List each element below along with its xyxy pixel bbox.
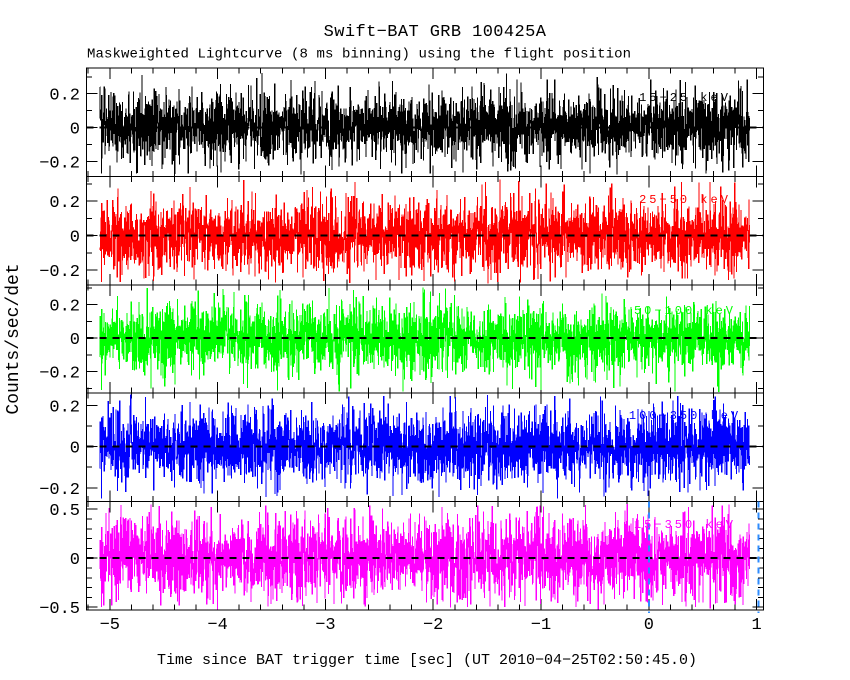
svg-text:0.2: 0.2 <box>49 298 80 317</box>
svg-text:−1: −1 <box>531 616 551 635</box>
svg-text:50−100 keV: 50−100 keV <box>634 304 736 318</box>
svg-text:−0.2: −0.2 <box>39 263 80 282</box>
svg-text:−0.2: −0.2 <box>39 365 80 384</box>
svg-text:−0.2: −0.2 <box>39 154 80 173</box>
svg-text:0: 0 <box>70 551 80 570</box>
svg-text:Time since BAT trigger time [s: Time since BAT trigger time [sec] (UT 20… <box>157 652 697 669</box>
svg-text:−3: −3 <box>315 616 335 635</box>
svg-text:0.2: 0.2 <box>49 194 80 213</box>
svg-text:0: 0 <box>70 229 80 248</box>
svg-text:0.2: 0.2 <box>49 87 80 106</box>
svg-text:0.2: 0.2 <box>49 398 80 417</box>
svg-text:0: 0 <box>70 121 80 140</box>
svg-text:15−25 keV: 15−25 keV <box>639 91 731 105</box>
svg-text:−0.2: −0.2 <box>39 481 80 500</box>
svg-text:0: 0 <box>644 616 654 635</box>
svg-text:−5: −5 <box>100 616 120 635</box>
svg-text:−4: −4 <box>207 616 227 635</box>
svg-text:Maskweighted Lightcurve (8 ms: Maskweighted Lightcurve (8 ms binning) u… <box>87 47 631 63</box>
svg-text:0: 0 <box>70 440 80 459</box>
svg-text:Swift−BAT GRB 100425A: Swift−BAT GRB 100425A <box>324 23 547 42</box>
svg-text:100−350 keV: 100−350 keV <box>629 409 741 423</box>
svg-text:−0.5: −0.5 <box>39 600 80 619</box>
svg-text:25−50 keV: 25−50 keV <box>639 193 731 207</box>
svg-text:Counts/sec/det: Counts/sec/det <box>4 263 24 414</box>
svg-text:0.5: 0.5 <box>49 502 80 521</box>
svg-text:−2: −2 <box>423 616 443 635</box>
svg-text:1: 1 <box>751 616 761 635</box>
svg-text:0: 0 <box>70 331 80 350</box>
svg-text:15−350 keV: 15−350 keV <box>634 518 736 532</box>
